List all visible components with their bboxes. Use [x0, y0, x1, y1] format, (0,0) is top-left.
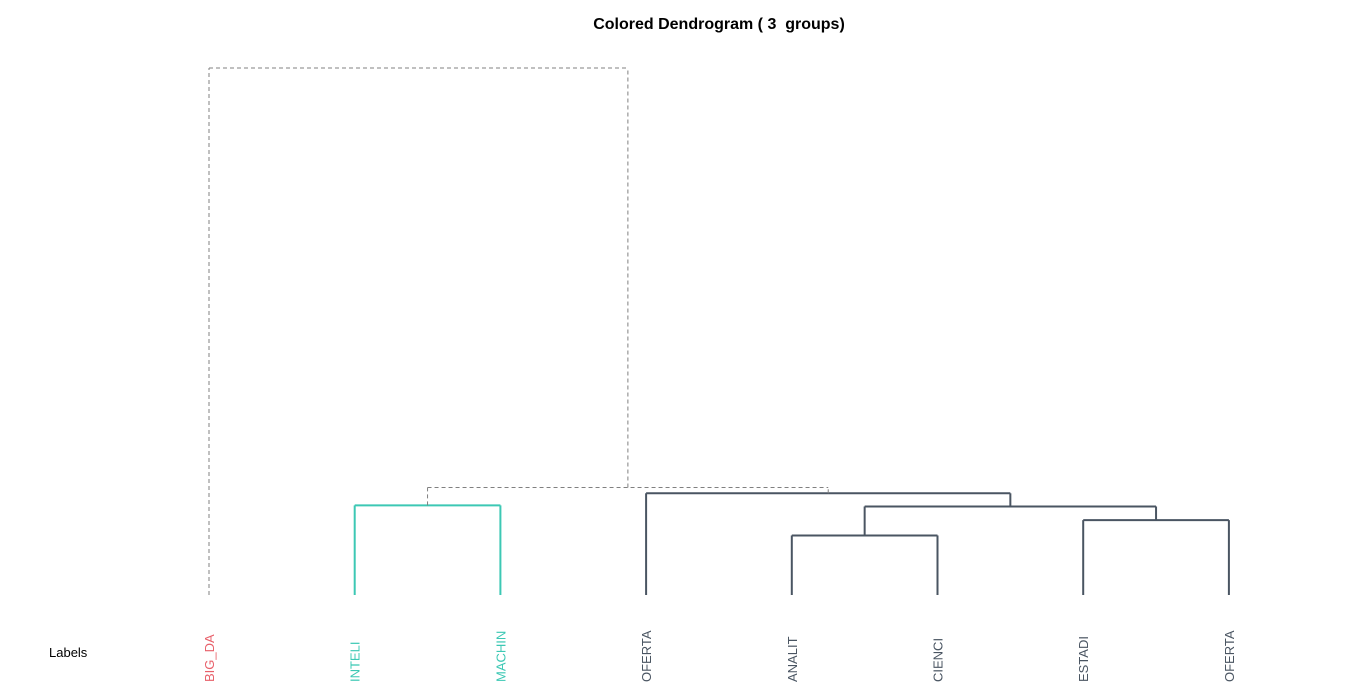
x-axis-label: Labels — [49, 645, 88, 660]
leaf-label: ANALIT — [785, 636, 800, 682]
leaf-label: OFERTA — [1222, 630, 1237, 682]
leaf-label: INTELI — [348, 642, 363, 682]
dendrogram-branches — [208, 67, 1230, 595]
leaf-label: BIG_DA — [202, 634, 217, 682]
leaf-label: ESTADI — [1076, 636, 1091, 682]
leaf-label: CIENCI — [931, 638, 946, 682]
leaf-label: OFERTA — [639, 630, 654, 682]
leaf-labels: BIG_DA INTELI MACHIN OFERTA ANALIT CIENCI ESTA… — [202, 630, 1237, 682]
chart-title: Colored Dendrogram ( 3 groups) — [593, 16, 845, 33]
leaf-label: MACHIN — [493, 631, 508, 682]
